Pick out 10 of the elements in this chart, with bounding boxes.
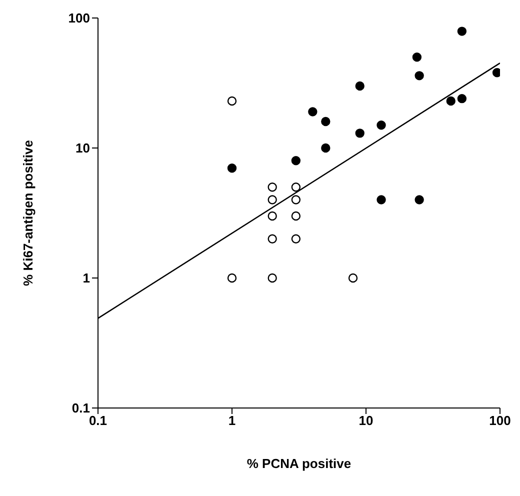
y-tick-label: 10	[76, 140, 90, 156]
x-tick-label: 1	[228, 413, 236, 428]
x-tick-label: 10	[358, 413, 374, 428]
y-axis-title: % Ki67-antigen positive	[20, 140, 36, 286]
x-axis-title: % PCNA positive	[246, 456, 352, 471]
x-tick-label: 0.1	[88, 413, 108, 428]
y-tick-label: 1	[82, 270, 90, 286]
y-tick-label: 0.1	[72, 400, 90, 416]
x-tick-label: 100	[489, 413, 511, 428]
y-tick-label: 100	[68, 10, 90, 26]
